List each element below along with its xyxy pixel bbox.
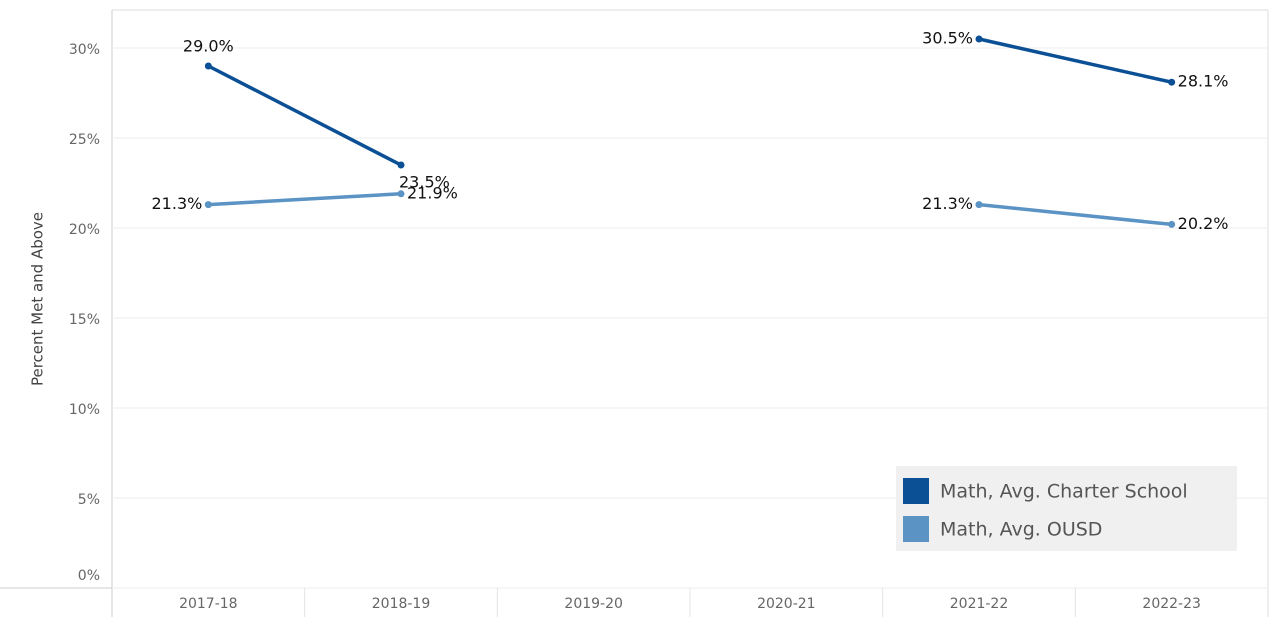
y-tick-label: 15% [69, 312, 100, 328]
legend-swatch [903, 478, 929, 504]
data-label: 21.9% [407, 183, 458, 202]
legend-label: Math, Avg. OUSD [940, 519, 1102, 541]
data-point [204, 201, 212, 209]
data-point [204, 62, 212, 70]
data-label: 20.2% [1178, 214, 1229, 233]
legend [896, 466, 1237, 551]
data-point [1168, 78, 1176, 86]
x-tick-label: 2020-21 [757, 596, 816, 612]
series-line [208, 192, 1172, 227]
y-tick-label: 20% [69, 222, 100, 238]
y-axis-title: Percent Met and Above [29, 212, 47, 386]
data-point [397, 190, 405, 198]
x-tick-label: 2022-23 [1142, 596, 1201, 612]
data-label: 23.5% [399, 173, 450, 192]
data-point [1168, 220, 1176, 228]
y-tick-label: 0% [78, 568, 100, 584]
data-point [975, 201, 983, 209]
x-tick-label: 2018-19 [372, 596, 431, 612]
data-point [975, 35, 983, 43]
data-label: 30.5% [922, 29, 973, 48]
data-label: 29.0% [183, 37, 234, 56]
data-label: 21.3% [152, 194, 203, 213]
legend-label: Math, Avg. Charter School [940, 481, 1188, 503]
y-tick-label: 25% [69, 132, 100, 148]
x-tick-label: 2019-20 [564, 596, 623, 612]
data-label: 21.3% [922, 194, 973, 213]
x-tick-label: 2017-18 [179, 596, 238, 612]
series-line [207, 37, 1173, 167]
x-tick-label: 2021-22 [950, 596, 1009, 612]
data-label: 28.1% [1178, 72, 1229, 91]
y-tick-label: 5% [78, 492, 100, 508]
y-tick-label: 10% [69, 402, 100, 418]
data-point [397, 161, 405, 169]
legend-swatch [903, 516, 929, 542]
y-tick-label: 30% [69, 42, 100, 58]
